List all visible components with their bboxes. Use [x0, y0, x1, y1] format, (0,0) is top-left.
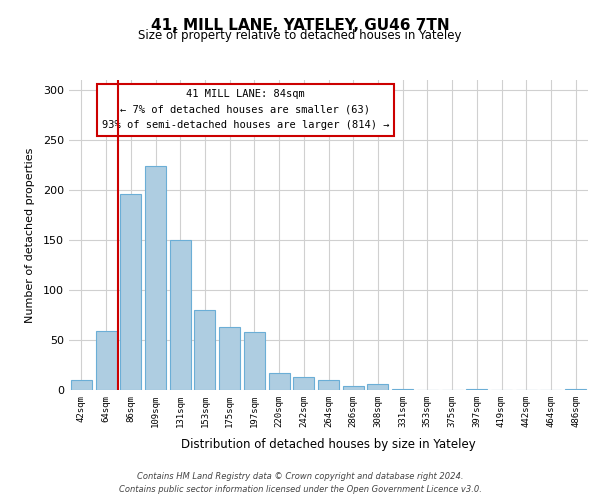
Text: Contains public sector information licensed under the Open Government Licence v3: Contains public sector information licen…: [119, 485, 481, 494]
Bar: [95, 331, 116, 390]
Text: 41 MILL LANE: 84sqm
← 7% of detached houses are smaller (63)
93% of semi-detache: 41 MILL LANE: 84sqm ← 7% of detached hou…: [102, 90, 389, 130]
Bar: [194, 310, 215, 390]
Bar: [466, 389, 487, 390]
Bar: [120, 194, 141, 390]
Text: 41, MILL LANE, YATELEY, GU46 7TN: 41, MILL LANE, YATELEY, GU46 7TN: [151, 18, 449, 32]
Bar: [170, 240, 191, 390]
X-axis label: Distribution of detached houses by size in Yateley: Distribution of detached houses by size …: [181, 438, 476, 451]
Bar: [343, 386, 364, 390]
Text: Contains HM Land Registry data © Crown copyright and database right 2024.: Contains HM Land Registry data © Crown c…: [137, 472, 463, 481]
Y-axis label: Number of detached properties: Number of detached properties: [25, 148, 35, 322]
Bar: [565, 389, 586, 390]
Bar: [145, 166, 166, 390]
Bar: [293, 377, 314, 390]
Bar: [318, 380, 339, 390]
Bar: [269, 373, 290, 390]
Bar: [244, 332, 265, 390]
Bar: [367, 384, 388, 390]
Bar: [71, 380, 92, 390]
Bar: [392, 389, 413, 390]
Text: Size of property relative to detached houses in Yateley: Size of property relative to detached ho…: [138, 29, 462, 42]
Bar: [219, 327, 240, 390]
